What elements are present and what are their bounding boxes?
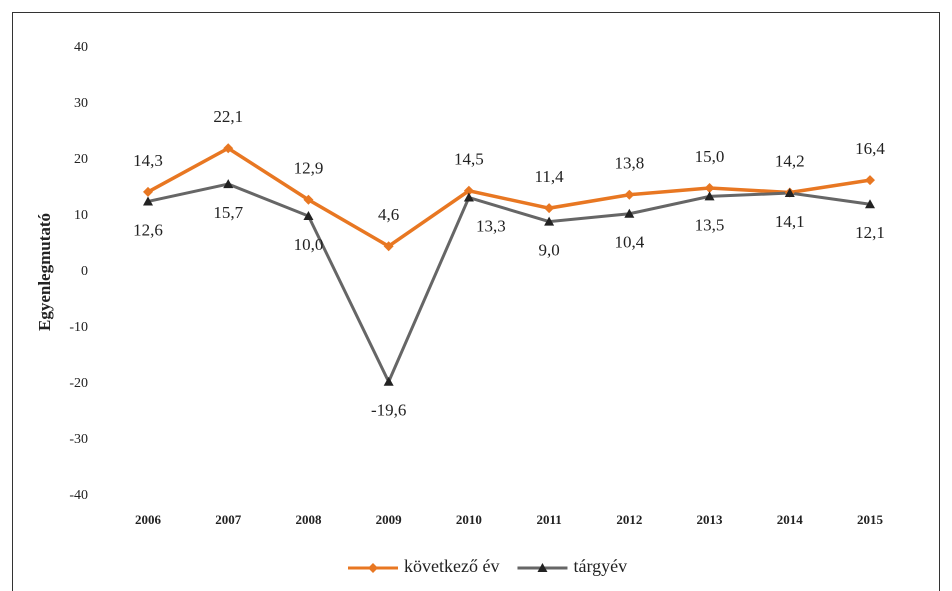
x-tick-label: 2012 <box>616 512 642 527</box>
data-label: 15,7 <box>213 203 243 222</box>
x-tick-label: 2008 <box>295 512 322 527</box>
y-tick-label: 0 <box>81 264 88 279</box>
data-label: 16,4 <box>855 139 885 158</box>
x-tick-label: 2007 <box>215 512 242 527</box>
y-tick-label: -20 <box>69 376 88 391</box>
marker <box>544 203 555 214</box>
marker <box>624 189 635 200</box>
y-tick-label: -40 <box>69 488 88 503</box>
marker <box>463 185 474 196</box>
y-axis-label: Egyenlegmutató <box>35 213 54 331</box>
data-label: 4,6 <box>378 205 399 224</box>
marker <box>303 194 314 205</box>
x-tick-label: 2013 <box>697 512 724 527</box>
data-label: 14,1 <box>775 212 805 231</box>
data-label: 14,5 <box>454 150 484 169</box>
x-tick-label: 2010 <box>456 512 482 527</box>
data-label: 12,6 <box>133 220 163 239</box>
data-label: 13,5 <box>695 215 725 234</box>
data-label: -19,6 <box>371 401 406 420</box>
marker <box>143 186 153 197</box>
marker <box>223 143 234 154</box>
data-label: 12,9 <box>294 159 324 178</box>
marker <box>784 188 795 198</box>
data-label: 13,8 <box>614 154 644 173</box>
data-label: 15,0 <box>695 147 725 166</box>
legend-label: tárgyév <box>573 556 627 576</box>
x-tick-label: 2015 <box>857 512 884 527</box>
y-tick-label: -30 <box>69 432 88 447</box>
series-line <box>147 182 871 386</box>
data-label: 12,1 <box>855 223 885 242</box>
marker <box>223 179 234 189</box>
y-tick-label: 10 <box>74 208 88 223</box>
data-label: 9,0 <box>538 241 559 260</box>
marker <box>143 196 153 206</box>
marker <box>704 183 715 193</box>
data-label: 10,0 <box>294 235 324 254</box>
data-label: 11,4 <box>535 167 565 186</box>
marker <box>463 192 474 202</box>
marker <box>303 211 314 220</box>
data-label: 14,3 <box>133 151 163 170</box>
chart-frame <box>12 12 940 591</box>
data-label: 14,2 <box>775 151 805 170</box>
series-line <box>147 146 871 249</box>
data-label: 10,4 <box>614 233 644 252</box>
x-tick-label: 2011 <box>536 512 561 527</box>
x-tick-label: 2014 <box>777 512 804 527</box>
y-tick-label: 30 <box>74 96 88 111</box>
y-tick-label: 40 <box>74 40 88 55</box>
marker <box>624 208 635 218</box>
marker <box>368 563 378 573</box>
data-label: 22,1 <box>213 107 243 126</box>
y-tick-label: -10 <box>69 320 88 335</box>
legend-label: következő év <box>404 556 499 576</box>
x-tick-label: 2009 <box>376 512 403 527</box>
data-label: 13,3 <box>476 216 506 235</box>
marker <box>544 216 555 226</box>
marker <box>704 191 715 201</box>
marker <box>537 563 548 572</box>
y-tick-label: 20 <box>74 152 88 167</box>
x-tick-label: 2006 <box>135 512 162 527</box>
marker <box>865 175 875 186</box>
marker <box>383 376 394 386</box>
marker <box>383 241 394 252</box>
marker <box>865 199 875 209</box>
